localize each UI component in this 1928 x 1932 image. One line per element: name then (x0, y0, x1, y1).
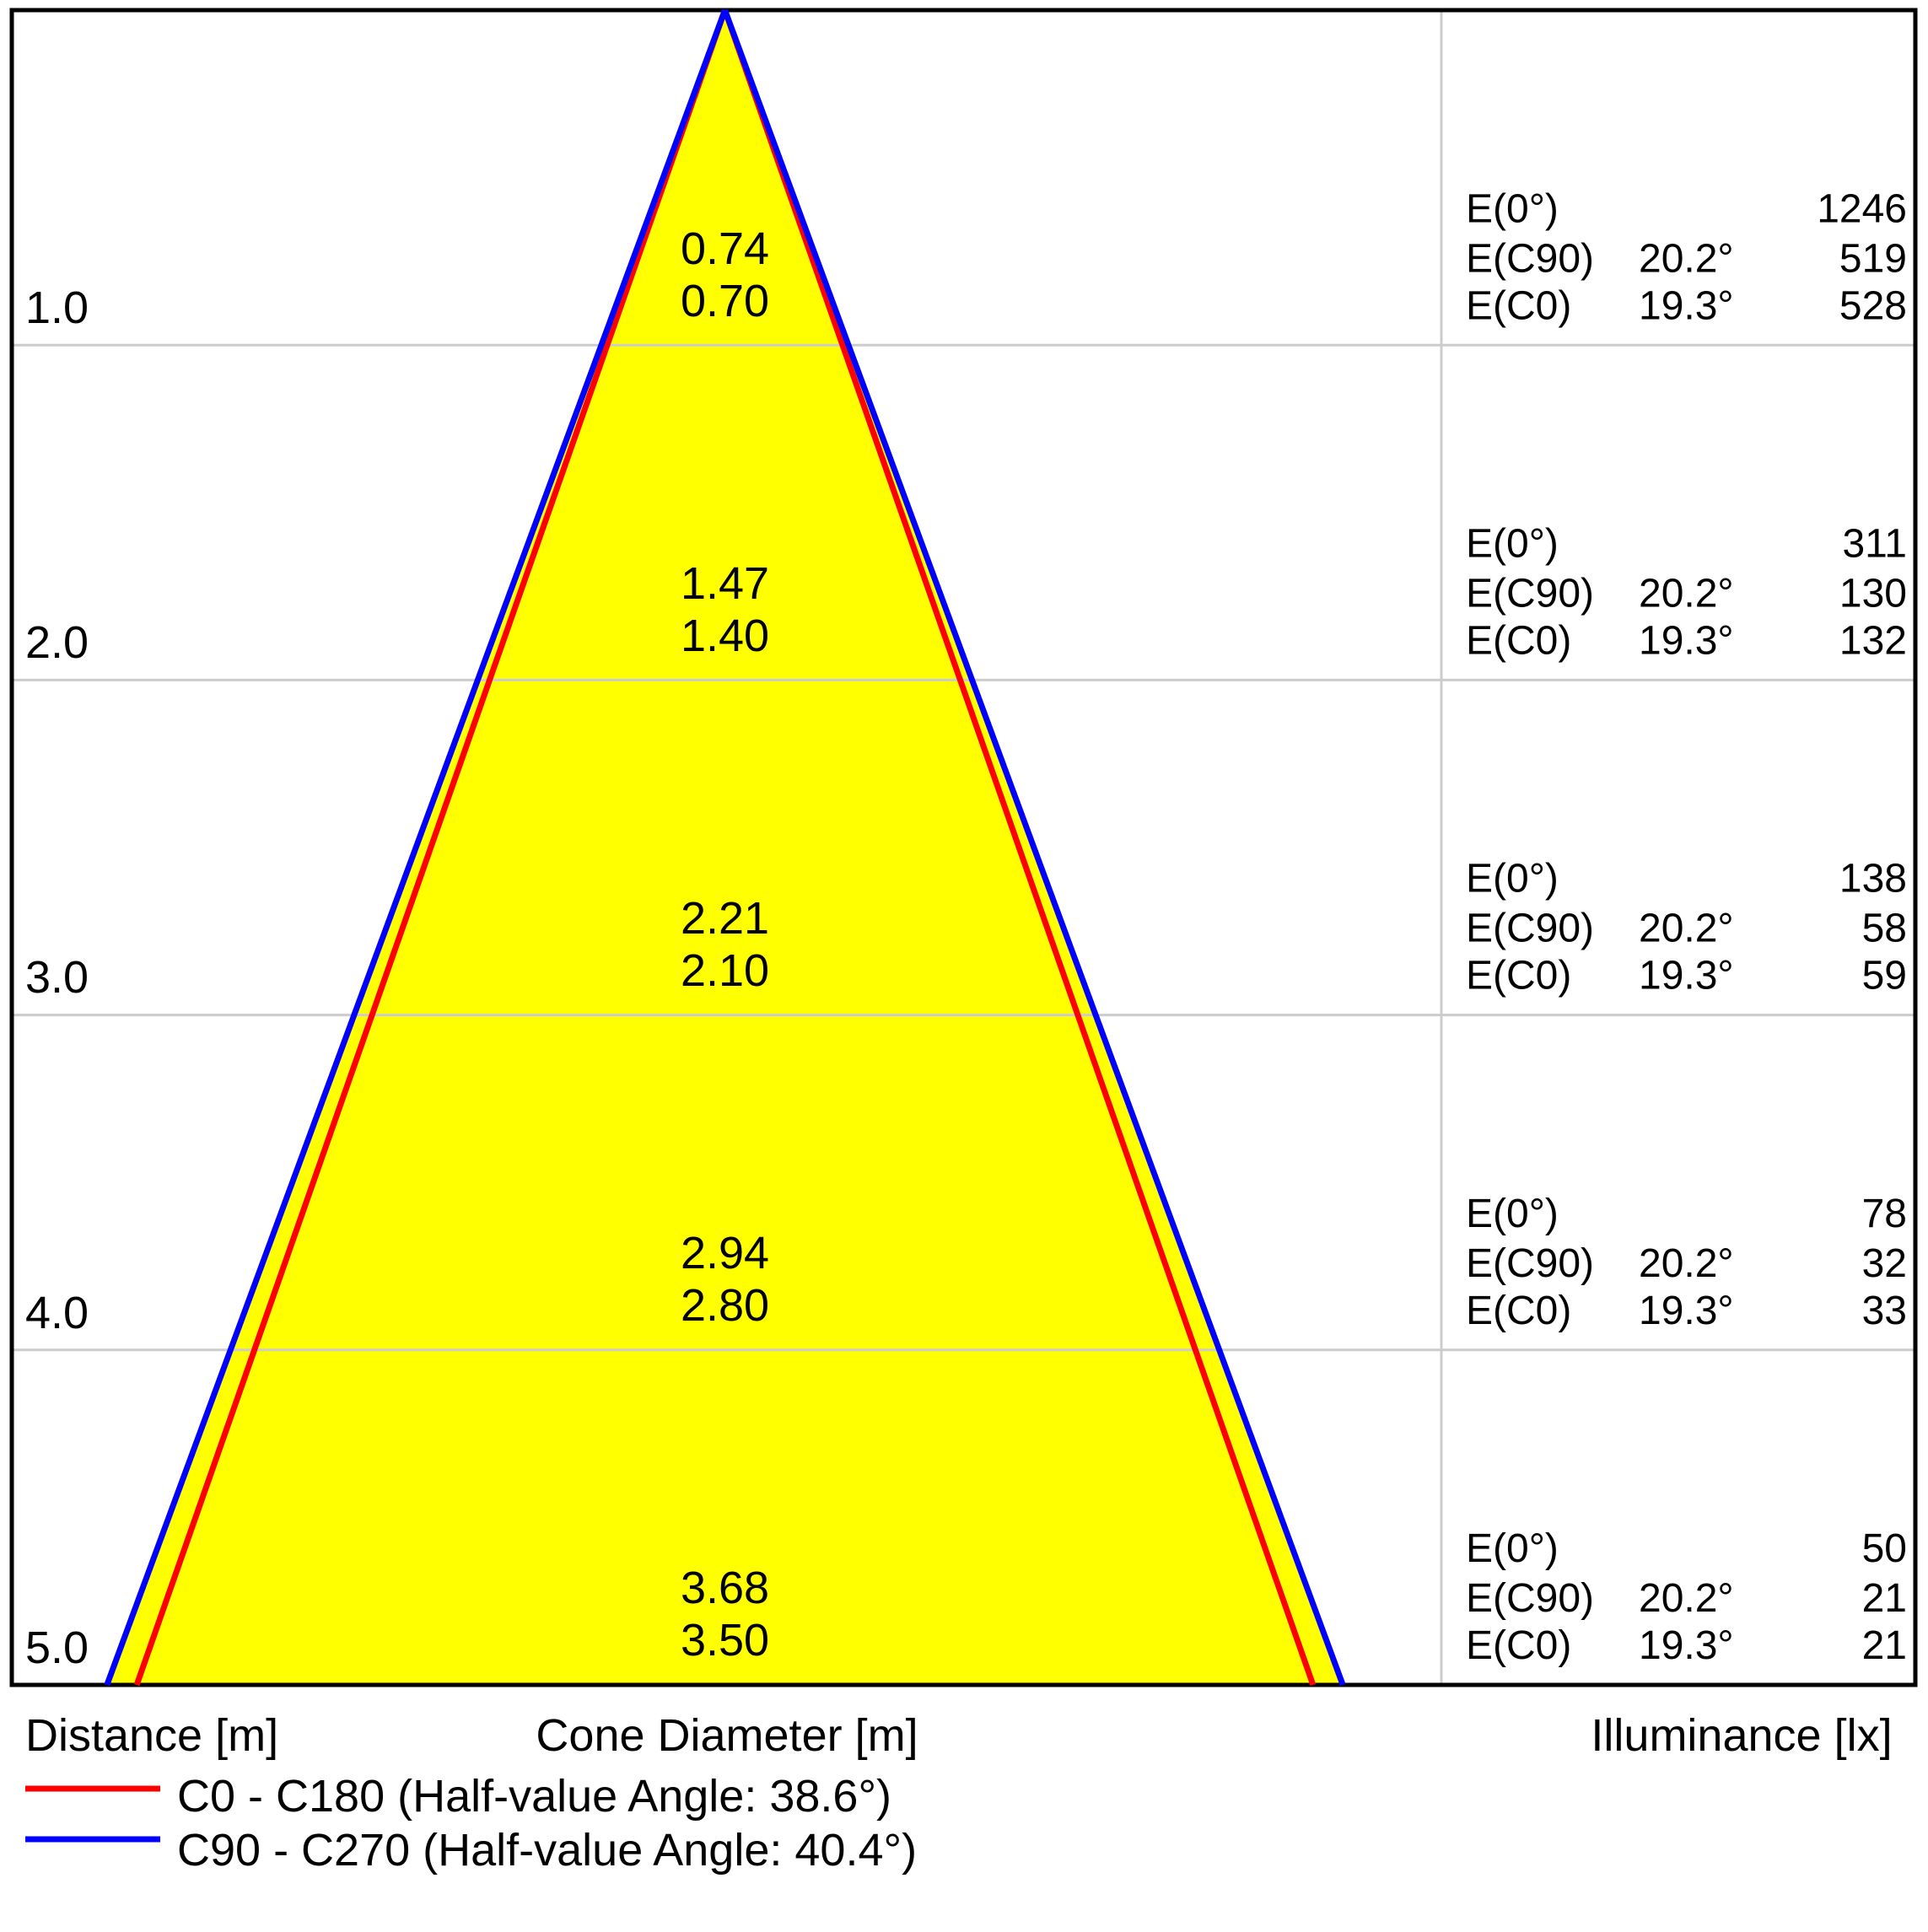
svg-text:C90 - C270 (Half-value Angle:: C90 - C270 (Half-value Angle: 40.4°) (177, 1825, 917, 1875)
svg-text:2.94: 2.94 (681, 1228, 769, 1278)
svg-text:2.21: 2.21 (681, 893, 769, 944)
svg-text:E(C90): E(C90) (1466, 1241, 1594, 1286)
svg-text:32: 32 (1862, 1241, 1907, 1286)
svg-text:0.70: 0.70 (681, 276, 769, 326)
svg-text:E(0°): E(0°) (1466, 1526, 1559, 1571)
svg-text:E(0°): E(0°) (1466, 186, 1559, 231)
svg-text:Cone Diameter [m]: Cone Diameter [m] (536, 1710, 918, 1761)
svg-text:21: 21 (1862, 1623, 1907, 1668)
svg-text:58: 58 (1862, 907, 1907, 951)
svg-text:E(C0): E(C0) (1466, 283, 1571, 328)
svg-text:E(C90): E(C90) (1466, 236, 1594, 281)
svg-text:1.47: 1.47 (681, 558, 769, 609)
svg-text:59: 59 (1862, 954, 1907, 998)
svg-text:311: 311 (1842, 522, 1907, 567)
svg-text:5.0: 5.0 (25, 1623, 89, 1673)
svg-text:20.2°: 20.2° (1639, 572, 1734, 616)
svg-text:3.50: 3.50 (681, 1615, 769, 1666)
svg-text:E(C90): E(C90) (1466, 907, 1594, 951)
svg-text:132: 132 (1839, 619, 1907, 664)
svg-text:E(C0): E(C0) (1466, 619, 1571, 664)
svg-text:0.74: 0.74 (681, 223, 769, 274)
svg-text:1.40: 1.40 (681, 611, 769, 661)
svg-text:E(C90): E(C90) (1466, 572, 1594, 616)
svg-text:20.2°: 20.2° (1639, 907, 1734, 951)
svg-text:19.3°: 19.3° (1639, 954, 1734, 998)
svg-text:519: 519 (1839, 236, 1907, 281)
svg-text:Distance [m]: Distance [m] (25, 1710, 278, 1761)
svg-text:50: 50 (1862, 1526, 1907, 1571)
svg-text:33: 33 (1862, 1289, 1907, 1333)
svg-text:Illuminance [lx]: Illuminance [lx] (1591, 1710, 1892, 1761)
svg-text:C0 - C180 (Half-value Angle: 3: C0 - C180 (Half-value Angle: 38.6°) (177, 1771, 891, 1822)
svg-text:E(C90): E(C90) (1466, 1576, 1594, 1621)
svg-text:4.0: 4.0 (25, 1288, 89, 1338)
svg-text:E(C0): E(C0) (1466, 954, 1571, 998)
svg-text:19.3°: 19.3° (1639, 1623, 1734, 1668)
svg-text:2.10: 2.10 (681, 945, 769, 996)
svg-text:2.80: 2.80 (681, 1280, 769, 1331)
svg-text:E(C0): E(C0) (1466, 1289, 1571, 1333)
svg-text:138: 138 (1839, 857, 1907, 901)
svg-text:19.3°: 19.3° (1639, 619, 1734, 664)
svg-text:19.3°: 19.3° (1639, 283, 1734, 328)
svg-text:1.0: 1.0 (25, 283, 89, 333)
svg-text:21: 21 (1862, 1576, 1907, 1621)
svg-text:528: 528 (1839, 283, 1907, 328)
svg-text:3.0: 3.0 (25, 952, 89, 1003)
svg-text:E(0°): E(0°) (1466, 522, 1559, 567)
svg-text:3.68: 3.68 (681, 1563, 769, 1613)
svg-text:2.0: 2.0 (25, 617, 89, 668)
svg-text:78: 78 (1862, 1192, 1907, 1236)
svg-text:E(0°): E(0°) (1466, 857, 1559, 901)
svg-text:E(C0): E(C0) (1466, 1623, 1571, 1668)
svg-text:E(0°): E(0°) (1466, 1192, 1559, 1236)
svg-text:1246: 1246 (1817, 186, 1907, 231)
svg-text:130: 130 (1839, 572, 1907, 616)
svg-text:20.2°: 20.2° (1639, 1576, 1734, 1621)
svg-text:20.2°: 20.2° (1639, 1241, 1734, 1286)
svg-text:19.3°: 19.3° (1639, 1289, 1734, 1333)
svg-text:20.2°: 20.2° (1639, 236, 1734, 281)
